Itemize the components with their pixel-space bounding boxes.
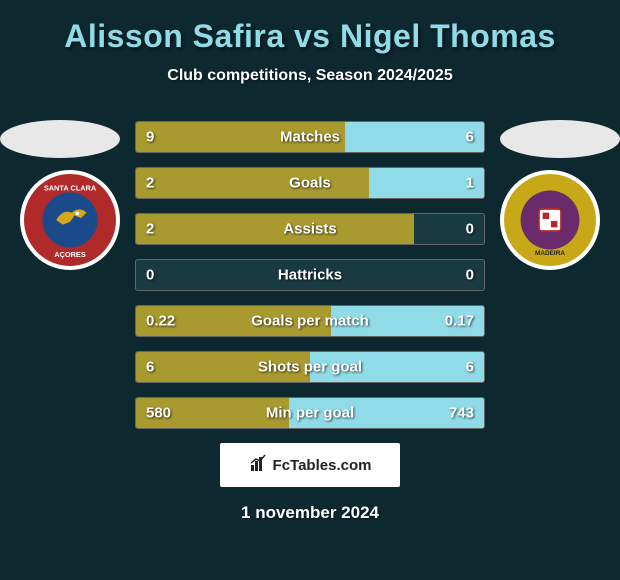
watermark: FcTables.com — [220, 443, 400, 487]
stat-value-right: 6 — [466, 359, 474, 376]
stat-value-left: 6 — [146, 359, 154, 376]
stat-value-left: 2 — [146, 175, 154, 192]
stat-label: Goals — [289, 175, 331, 192]
watermark-text: FcTables.com — [273, 457, 372, 474]
logo-right-text: MADEIRA — [535, 250, 565, 257]
stat-label: Shots per goal — [258, 359, 362, 376]
stat-row: 9 6 Matches — [135, 121, 485, 153]
stat-row: 0.22 0.17 Goals per match — [135, 305, 485, 337]
stat-value-right: 0 — [466, 267, 474, 284]
stat-value-left: 9 — [146, 129, 154, 146]
stat-row: 0 0 Hattricks — [135, 259, 485, 291]
stat-row: 2 1 Goals — [135, 167, 485, 199]
stat-value-right: 743 — [449, 405, 474, 422]
comparison-infographic: Alisson Safira vs Nigel Thomas Club comp… — [0, 0, 620, 580]
stat-value-left: 580 — [146, 405, 171, 422]
stat-bar-left — [136, 214, 414, 244]
stats-container: 9 6 Matches 2 1 Goals 2 0 Assists 0 0 Hattricks 0.22… — [135, 121, 485, 429]
ellipse-right — [500, 120, 620, 158]
stat-label: Min per goal — [266, 405, 354, 422]
stat-value-left: 0 — [146, 267, 154, 284]
logo-left-text-top: SANTA CLARA — [44, 184, 97, 193]
stat-label: Goals per match — [251, 313, 369, 330]
stat-value-left: 2 — [146, 221, 154, 238]
stat-row: 6 6 Shots per goal — [135, 351, 485, 383]
date: 1 november 2024 — [0, 503, 620, 523]
stat-bar-right — [345, 122, 484, 152]
stat-label: Assists — [283, 221, 336, 238]
stat-value-left: 0.22 — [146, 313, 175, 330]
club-logo-left: SANTA CLARA AÇORES — [20, 170, 120, 270]
stat-label: Matches — [280, 129, 340, 146]
stat-value-right: 1 — [466, 175, 474, 192]
stat-row: 580 743 Min per goal — [135, 397, 485, 429]
page-title: Alisson Safira vs Nigel Thomas — [0, 18, 620, 55]
club-logo-right: MADEIRA — [500, 170, 600, 270]
stat-value-right: 6 — [466, 129, 474, 146]
stat-bar-left — [136, 168, 369, 198]
subtitle: Club competitions, Season 2024/2025 — [0, 67, 620, 85]
stat-row: 2 0 Assists — [135, 213, 485, 245]
logo-left-text-bottom: AÇORES — [54, 250, 86, 259]
shield-icon — [539, 209, 561, 231]
stat-label: Hattricks — [278, 267, 342, 284]
stat-value-right: 0 — [466, 221, 474, 238]
ellipse-left — [0, 120, 120, 158]
chart-icon — [249, 453, 269, 478]
stat-value-right: 0.17 — [445, 313, 474, 330]
